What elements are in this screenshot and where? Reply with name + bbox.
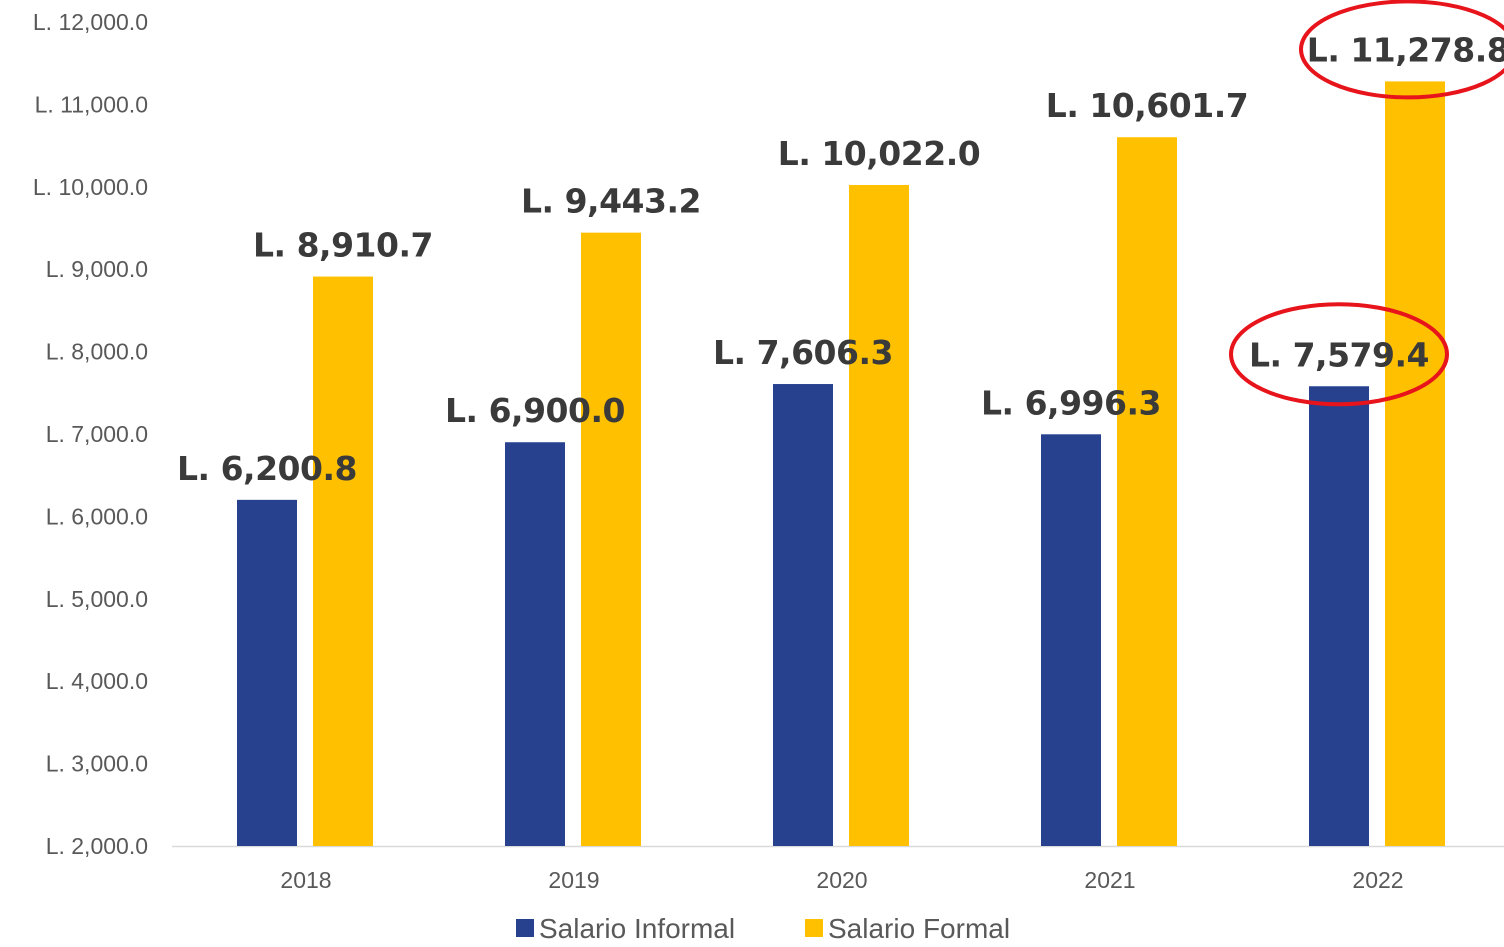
- data-label-formal-2018: L. 8,910.7: [253, 226, 433, 265]
- x-tick-label: 2020: [816, 867, 867, 893]
- data-label-informal-2019: L. 6,900.0: [445, 391, 625, 430]
- bar-informal-2019: [505, 442, 565, 846]
- y-tick-label: L. 11,000.0: [35, 91, 148, 117]
- y-tick-label: L. 2,000.0: [46, 833, 148, 859]
- legend-label-informal: Salario Informal: [539, 913, 735, 944]
- data-label-informal-2021: L. 6,996.3: [981, 383, 1161, 422]
- bar-formal-2021: [1117, 137, 1177, 847]
- data-label-informal-2020: L. 7,606.3: [713, 333, 893, 372]
- bar-formal-2019: [581, 232, 641, 847]
- bar-formal-2018: [313, 276, 373, 846]
- highlight-ellipse: [1299, 0, 1504, 100]
- y-tick-label: L. 8,000.0: [46, 339, 148, 365]
- y-tick-label: L. 12,000.0: [33, 9, 148, 35]
- x-tick-label: 2018: [280, 867, 331, 893]
- bar-informal-2018: [237, 499, 297, 846]
- x-tick-label: 2022: [1352, 867, 1403, 893]
- data-label-informal-2018: L. 6,200.8: [177, 449, 357, 488]
- y-tick-label: L. 5,000.0: [46, 586, 148, 612]
- y-tick-label: L. 10,000.0: [33, 174, 148, 200]
- highlight-ellipse: [1229, 302, 1449, 407]
- x-tick-label: 2021: [1084, 867, 1135, 893]
- bar-formal-2020: [849, 184, 909, 847]
- data-label-formal-2021: L. 10,601.7: [1046, 86, 1248, 125]
- data-label-formal-2019: L. 9,443.2: [521, 182, 701, 221]
- bar-informal-2020: [773, 384, 833, 846]
- legend-swatch-informal: [516, 919, 534, 937]
- bar-informal-2022: [1309, 386, 1369, 846]
- x-tick-label: 2019: [548, 867, 599, 893]
- y-tick-label: L. 4,000.0: [46, 668, 148, 694]
- y-tick-label: L. 7,000.0: [46, 421, 148, 447]
- y-tick-label: L. 3,000.0: [46, 751, 148, 777]
- bar-formal-2022: [1385, 81, 1445, 846]
- data-label-formal-2020: L. 10,022.0: [778, 134, 980, 173]
- bar-informal-2021: [1041, 434, 1101, 846]
- data-label-informal-2022: L. 7,579.4: [1249, 335, 1429, 374]
- data-label-formal-2022: L. 11,278.8: [1307, 30, 1504, 69]
- y-tick-label: L. 9,000.0: [46, 256, 148, 282]
- legend-label-formal: Salario Formal: [828, 913, 1010, 944]
- legend-swatch-formal: [805, 919, 823, 937]
- y-tick-label: L. 6,000.0: [46, 503, 148, 529]
